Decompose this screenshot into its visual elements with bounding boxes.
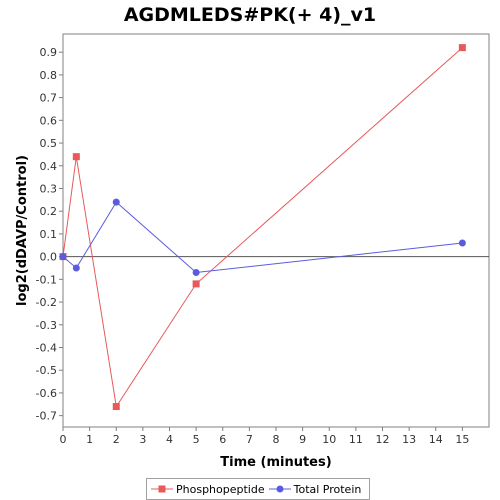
x-tick-label: 12 [376,433,390,446]
x-tick-label: 10 [322,433,336,446]
x-tick-label: 13 [402,433,416,446]
plot-area [62,33,490,428]
x-tick-label: 5 [193,433,200,446]
legend-label: Phosphopeptide [176,482,265,496]
data-point-square [112,403,120,411]
y-axis: -0.7 -0.6 -0.5 -0.4 -0.3 -0.2 -0.1 0.0 0.1 0.2 0.3… [36,46,63,423]
legend-item: Phosphopeptide [151,483,265,496]
x-tick-label: 8 [273,433,280,446]
y-tick-label: 0.6 [40,114,58,127]
legend-swatch-marker [158,485,166,493]
legend: Phosphopeptide Total Protein [146,478,371,500]
x-tick-label: 7 [246,433,253,446]
data-point-circle [112,198,120,206]
y-tick-label: -0.5 [36,364,57,377]
y-tick-label: -0.6 [36,387,57,400]
x-tick-label: 0 [60,433,67,446]
x-tick-label: 3 [139,433,146,446]
y-tick-label: -0.1 [36,273,57,286]
y-tick-label: -0.2 [36,296,57,309]
y-tick-label: 0.9 [40,46,58,59]
y-tick-label: -0.4 [36,341,57,354]
series-layer [59,44,466,411]
x-tick-label: 2 [113,433,120,446]
y-tick-label: 0.7 [40,92,58,105]
data-point-circle [192,269,200,277]
legend-item: Total Protein [268,482,362,496]
y-tick-label: 0.2 [40,205,58,218]
x-tick-label: 15 [455,433,469,446]
chart-title: AGDMLEDS#PK(+ 4)_v1 [123,4,377,26]
y-tick-label: -0.7 [36,410,57,423]
legend-swatch [268,485,291,493]
y-tick-label: 0.5 [40,137,58,150]
y-tick-label: 0.4 [40,160,58,173]
legend-label: Total Protein [293,482,362,496]
y-tick-label: 0.1 [40,228,58,241]
y-tick-label: -0.3 [36,319,57,332]
x-tick-label: 14 [429,433,443,446]
y-tick-label: 0.8 [40,69,58,82]
data-point-square [192,280,200,288]
legend-swatch-marker [276,485,284,493]
x-tick-label: 6 [219,433,226,446]
data-point-circle [458,239,466,247]
x-axis: 0 1 2 3 4 5 6 7 8 9 10 11 12 13 14 15 [60,427,469,446]
x-tick-label: 1 [86,433,93,446]
series-total-protein [59,198,466,277]
data-point-circle [72,264,80,272]
y-tick-label: 0.3 [40,182,58,195]
x-tick-label: 9 [299,433,306,446]
x-tick-label: 11 [349,433,363,446]
y-tick-label: 0.0 [40,251,58,264]
data-point-square [458,44,466,52]
data-point-circle [59,253,67,261]
legend-swatch [151,485,173,493]
y-axis-label: log2(dDAVP/Control) [15,155,30,306]
x-axis-label: Time (minutes) [220,455,331,470]
data-point-square [72,153,80,161]
x-tick-label: 4 [166,433,173,446]
